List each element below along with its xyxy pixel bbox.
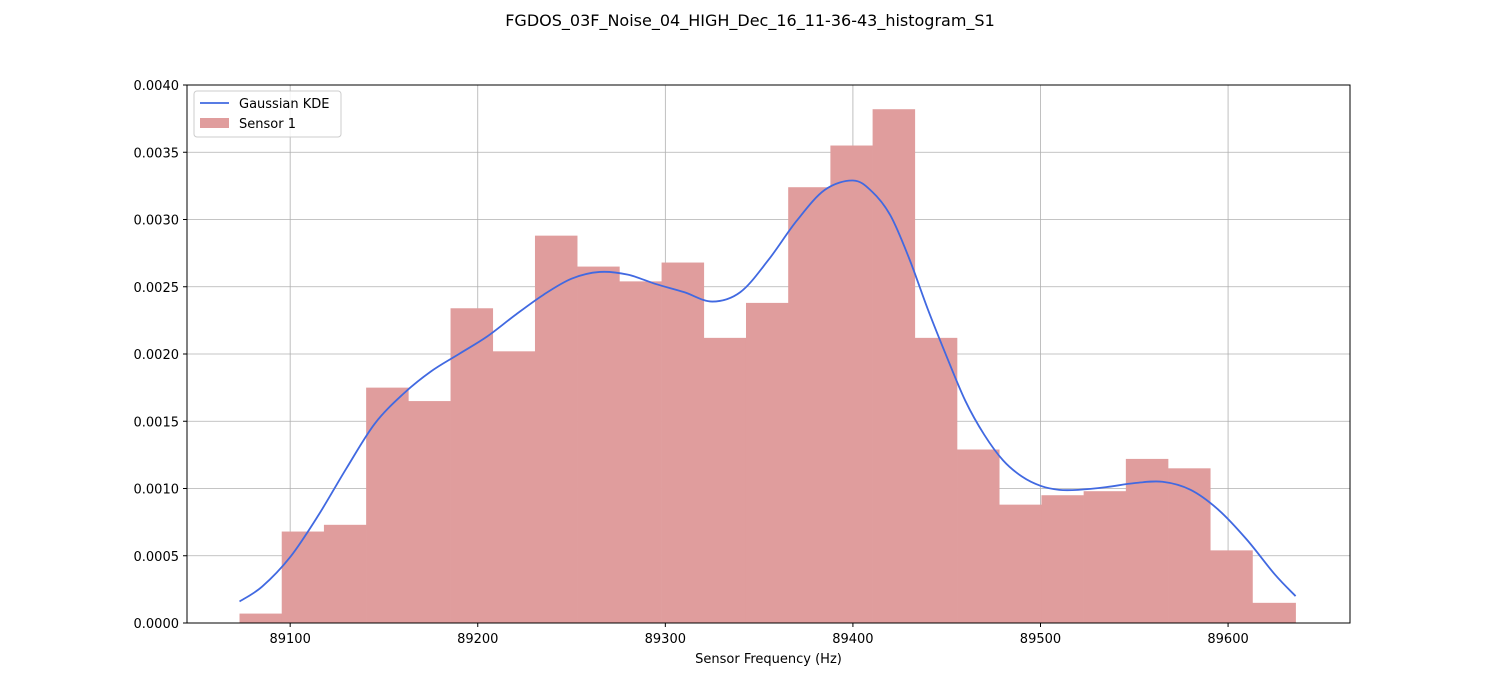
histogram-bar	[999, 504, 1042, 623]
y-tick-label: 0.0020	[134, 348, 180, 363]
histogram-bar	[788, 187, 831, 623]
histogram-bar	[366, 387, 409, 623]
histogram-bar	[534, 235, 578, 623]
histogram-bar	[914, 337, 958, 623]
histogram-bar	[281, 531, 325, 623]
histogram-bar	[1252, 602, 1296, 623]
x-tick-label: 89500	[1020, 632, 1061, 647]
x-tick-label: 89600	[1207, 632, 1248, 647]
legend: Gaussian KDE Sensor 1	[193, 90, 342, 138]
histogram-bar	[1168, 468, 1211, 623]
y-tick-label: 0.0035	[134, 146, 180, 161]
histogram-bar	[957, 449, 1000, 623]
kde-curve	[239, 179, 1297, 603]
histogram-bar	[745, 302, 789, 623]
y-tick-label: 0.0000	[134, 617, 180, 632]
histogram-bar	[323, 524, 367, 623]
chart-title: FGDOS_03F_Noise_04_HIGH_Dec_16_11-36-43_…	[505, 11, 995, 30]
x-tick-label: 89400	[832, 632, 873, 647]
legend-histogram-swatch	[200, 118, 229, 128]
histogram-bar	[1083, 491, 1127, 623]
y-tick-label: 0.0005	[134, 550, 180, 565]
histogram-bars	[239, 109, 1296, 623]
x-tick-label: 89100	[269, 632, 310, 647]
histogram-bar	[830, 145, 873, 623]
y-tick-label: 0.0010	[134, 483, 180, 498]
x-axis: 89100 89200 89300 89400 89500 89600	[269, 623, 1249, 647]
x-axis-label: Sensor Frequency (Hz)	[695, 652, 842, 667]
histogram-bar	[492, 351, 536, 623]
y-axis: 0.0000 0.0005 0.0010 0.0015 0.0020 0.0025 0.00…	[134, 79, 187, 632]
histogram-bar	[1210, 550, 1253, 623]
histogram-bar	[872, 109, 916, 623]
histogram-bar	[661, 262, 705, 623]
histogram-bar	[239, 613, 283, 623]
histogram-bar	[619, 281, 662, 623]
histogram-bar	[577, 266, 620, 623]
histogram-bar	[450, 308, 494, 623]
histogram-bar	[703, 337, 747, 623]
histogram-bar	[1125, 458, 1169, 623]
y-tick-label: 0.0015	[134, 415, 180, 430]
histogram-bar	[408, 401, 451, 623]
kde-curve-layer	[239, 179, 1297, 603]
y-tick-label: 0.0030	[134, 214, 180, 229]
x-tick-label: 89200	[457, 632, 498, 647]
legend-box	[193, 90, 342, 138]
x-tick-label: 89300	[645, 632, 686, 647]
legend-histogram-label: Sensor 1	[239, 117, 296, 132]
histogram-bar	[1041, 495, 1084, 623]
y-tick-label: 0.0025	[134, 281, 180, 296]
legend-kde-label: Gaussian KDE	[239, 97, 330, 112]
y-tick-label: 0.0040	[134, 79, 180, 94]
